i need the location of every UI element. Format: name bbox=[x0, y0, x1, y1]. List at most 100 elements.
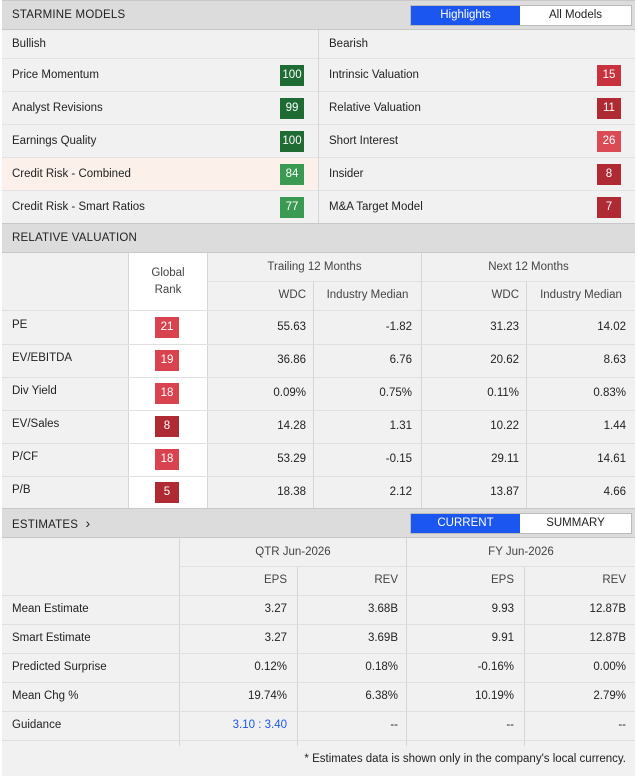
next-industry: 14.02 bbox=[597, 321, 626, 333]
tab-highlights[interactable]: Highlights bbox=[411, 6, 520, 25]
column-divider bbox=[207, 253, 208, 508]
next-wdc: 29.11 bbox=[491, 453, 519, 465]
qtr-eps: 3.27 bbox=[264, 603, 287, 615]
model-label: Analyst Revisions bbox=[12, 102, 103, 114]
col-wdc: WDC bbox=[491, 289, 519, 301]
row-divider bbox=[2, 344, 635, 345]
next-industry: 0.83% bbox=[593, 387, 626, 399]
model-label: Short Interest bbox=[329, 135, 399, 147]
fy-eps: 9.91 bbox=[491, 632, 514, 644]
col-rev: REV bbox=[602, 574, 626, 586]
fy-eps: 9.93 bbox=[491, 603, 514, 615]
next-wdc: 0.11% bbox=[487, 387, 519, 399]
row-divider bbox=[2, 740, 635, 741]
col-industry-median: Industry Median bbox=[326, 289, 409, 301]
trailing-wdc: 14.28 bbox=[277, 420, 306, 432]
trailing-wdc: 53.29 bbox=[277, 453, 306, 465]
rank-badge: 18 bbox=[155, 383, 179, 404]
bearish-row[interactable]: Insider 8 bbox=[319, 158, 635, 191]
trailing-wdc: 55.63 bbox=[277, 321, 306, 333]
column-divider bbox=[313, 281, 314, 508]
qtr-eps: 19.74% bbox=[247, 690, 287, 702]
estimate-row: Mean Estimate 3.27 3.68B 9.93 12.87B bbox=[2, 595, 635, 624]
bearish-row[interactable]: Short Interest 26 bbox=[319, 125, 635, 158]
qtr-rev: 0.18% bbox=[365, 661, 398, 673]
next-wdc: 10.22 bbox=[490, 420, 519, 432]
valuation-row: PE 21 55.63 -1.82 31.23 14.02 bbox=[2, 311, 635, 344]
trailing-industry: 0.75% bbox=[379, 387, 412, 399]
bullish-row[interactable]: Credit Risk - Combined 84 bbox=[2, 158, 318, 191]
row-divider bbox=[2, 595, 635, 596]
score-badge: 8 bbox=[597, 164, 621, 185]
column-divider bbox=[526, 281, 527, 508]
metric-label: Div Yield bbox=[12, 385, 57, 397]
col-rev: REV bbox=[374, 574, 398, 586]
trailing-wdc: 36.86 bbox=[277, 354, 306, 366]
fy-rev: 12.87B bbox=[589, 632, 626, 644]
valuation-row: P/CF 18 53.29 -0.15 29.11 14.61 bbox=[2, 443, 635, 476]
global-rank-line2: Rank bbox=[154, 284, 182, 296]
starmine-title: STARMINE MODELS bbox=[12, 9, 126, 21]
score-badge: 84 bbox=[280, 164, 304, 185]
bearish-header-row: Bearish bbox=[319, 30, 635, 59]
bearish-row[interactable]: Intrinsic Valuation 15 bbox=[319, 59, 635, 92]
estimate-label: Predicted Surprise bbox=[12, 661, 107, 673]
next-industry: 1.44 bbox=[603, 420, 626, 432]
tab-summary[interactable]: SUMMARY bbox=[520, 514, 631, 533]
bullish-row[interactable]: Credit Risk - Smart Ratios 77 bbox=[2, 191, 318, 223]
tab-all-models[interactable]: All Models bbox=[520, 6, 631, 25]
score-badge: 15 bbox=[597, 65, 621, 86]
qtr-eps: 0.12% bbox=[254, 661, 287, 673]
row-divider bbox=[208, 281, 635, 282]
row-divider bbox=[2, 377, 635, 378]
bearish-row[interactable]: Relative Valuation 11 bbox=[319, 92, 635, 125]
bullish-row[interactable]: Analyst Revisions 99 bbox=[2, 92, 318, 125]
fy-eps: -0.16% bbox=[477, 661, 514, 673]
estimate-row: Predicted Surprise 0.12% 0.18% -0.16% 0.… bbox=[2, 653, 635, 682]
next-wdc: 13.87 bbox=[490, 486, 519, 498]
qtr-rev: 6.38% bbox=[365, 690, 398, 702]
estimate-row: Guidance 3.10 : 3.40 -- -- -- bbox=[2, 711, 635, 740]
row-divider bbox=[2, 476, 635, 477]
rank-badge: 8 bbox=[155, 416, 179, 437]
column-divider bbox=[406, 538, 407, 746]
score-badge: 7 bbox=[597, 197, 621, 218]
fy-rev: -- bbox=[618, 719, 626, 731]
starmine-tab-group: Highlights All Models bbox=[410, 5, 632, 26]
row-divider bbox=[2, 711, 635, 712]
guidance-link[interactable]: 3.10 : 3.40 bbox=[232, 719, 287, 731]
model-label: M&A Target Model bbox=[329, 201, 423, 213]
bullish-row[interactable]: Earnings Quality 100 bbox=[2, 125, 318, 158]
estimates-tab-group: CURRENT SUMMARY bbox=[410, 513, 632, 534]
model-label: Earnings Quality bbox=[12, 135, 97, 147]
column-divider bbox=[128, 253, 129, 508]
col-eps: EPS bbox=[263, 574, 287, 586]
row-divider bbox=[2, 443, 635, 444]
score-badge: 77 bbox=[280, 197, 304, 218]
starmine-models-table: Bullish Bearish Price Momentum 100 Analy… bbox=[2, 30, 635, 223]
trailing-wdc: 0.09% bbox=[273, 387, 306, 399]
estimates-title: ESTIMATES bbox=[12, 519, 79, 531]
metric-label: EV/EBITDA bbox=[12, 352, 73, 364]
trailing-industry: 2.12 bbox=[389, 486, 412, 498]
bullish-row[interactable]: Price Momentum 100 bbox=[2, 59, 318, 92]
global-rank-line1: Global bbox=[151, 267, 185, 279]
model-label: Insider bbox=[329, 168, 364, 180]
score-badge: 26 bbox=[597, 131, 621, 152]
column-divider bbox=[318, 30, 319, 223]
rank-badge: 18 bbox=[155, 449, 179, 470]
next-wdc: 20.62 bbox=[490, 354, 519, 366]
estimates-title-link[interactable]: ESTIMATES › bbox=[12, 509, 90, 539]
tab-current[interactable]: CURRENT bbox=[411, 514, 520, 533]
bullish-header-row: Bullish bbox=[2, 30, 318, 59]
valuation-row: EV/EBITDA 19 36.86 6.76 20.62 8.63 bbox=[2, 344, 635, 377]
trailing-wdc: 18.38 bbox=[277, 486, 306, 498]
fy-rev: 12.87B bbox=[589, 603, 626, 615]
qtr-rev: 3.68B bbox=[367, 603, 398, 615]
bearish-row[interactable]: M&A Target Model 7 bbox=[319, 191, 635, 223]
metric-label: P/CF bbox=[12, 451, 39, 463]
fy-eps: -- bbox=[506, 719, 514, 731]
score-badge: 100 bbox=[280, 65, 304, 86]
rank-badge: 5 bbox=[155, 482, 179, 503]
starmine-header: STARMINE MODELS Highlights All Models bbox=[2, 0, 635, 30]
